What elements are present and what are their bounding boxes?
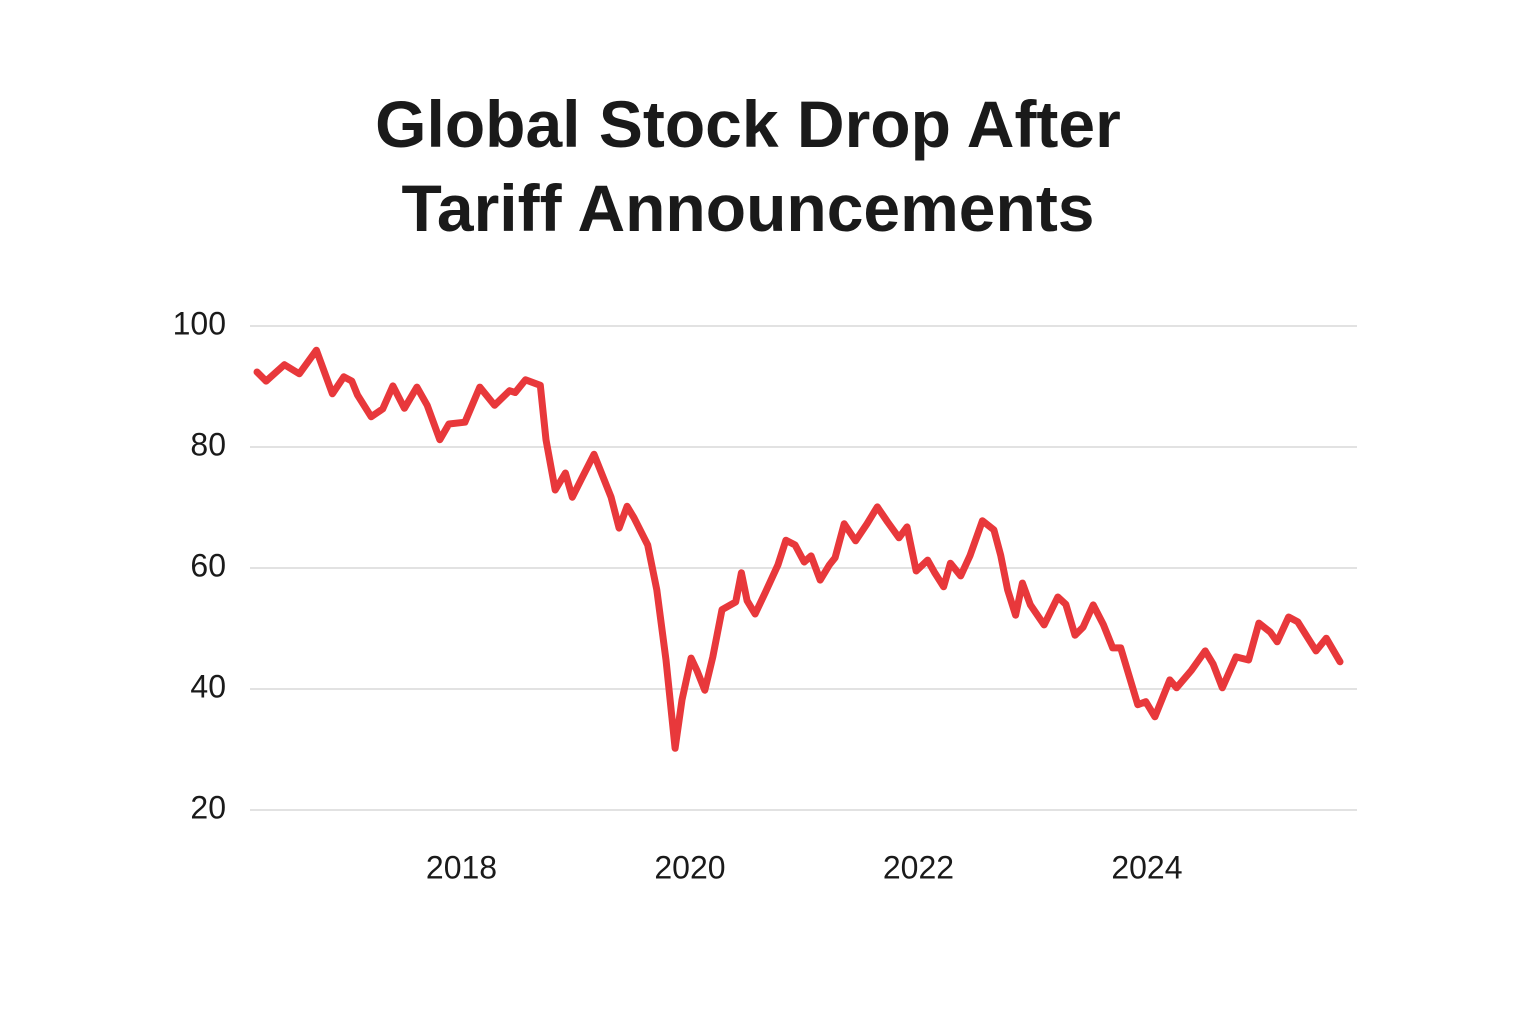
y-tick-label: 40	[190, 668, 226, 704]
y-tick-label: 60	[190, 547, 226, 583]
x-tick-label: 2022	[883, 849, 954, 885]
x-tick-label: 2018	[426, 849, 497, 885]
y-tick-label: 80	[190, 426, 226, 462]
y-tick-label: 100	[173, 305, 226, 341]
chart-title: Global Stock Drop After Tariff Announcem…	[375, 87, 1121, 245]
x-tick-label: 2024	[1111, 849, 1182, 885]
line-series	[253, 346, 1344, 752]
y-tick-label: 20	[190, 789, 226, 825]
x-tick-label: 2020	[654, 849, 725, 885]
